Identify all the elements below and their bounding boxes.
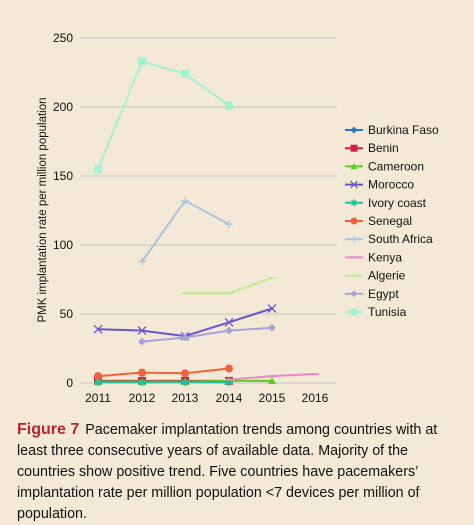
legend-label-algerie: Algerie	[368, 269, 406, 283]
legend-marker-cameroon	[350, 162, 358, 170]
legend-label-morocco: Morocco	[368, 178, 414, 192]
series-algerie	[181, 277, 276, 295]
legend-label-egypt: Egypt	[368, 287, 399, 301]
data-point-south-africa-2012	[138, 257, 146, 266]
series-line-egypt	[141, 326, 273, 343]
series-line-south-africa	[141, 199, 230, 263]
legend-label-benin: Benin	[368, 141, 399, 155]
y-tick-label-200: 200	[53, 100, 73, 114]
data-point-tunisia-2013	[181, 69, 189, 78]
legend-label-cameroon: Cameroon	[368, 159, 424, 173]
data-point-south-africa-2013	[181, 196, 189, 205]
series-ivory-coast	[94, 378, 233, 387]
x-tick-label-2016: 2016	[302, 391, 329, 405]
legend-marker-tunisia	[350, 308, 358, 316]
y-tick-label-0: 0	[66, 376, 73, 390]
x-tick-label-2012: 2012	[129, 391, 156, 405]
series-kenya	[225, 373, 319, 381]
grid-layer: 0 50 100 150 200 250 2011 2012 2013 2014 2015 2016	[53, 31, 337, 405]
y-tick-label-50: 50	[60, 307, 74, 321]
data-point-ivory-coast-2011	[94, 378, 102, 387]
legend-label-burkina-faso: Burkina Faso	[368, 123, 439, 137]
figure-label: Figure 7	[17, 421, 80, 438]
legend-item-south-africa: South Africa	[345, 232, 433, 246]
legend-label-tunisia: Tunisia	[368, 305, 407, 319]
y-tick-label-150: 150	[53, 169, 73, 183]
y-tick-label-100: 100	[53, 238, 73, 252]
series-line-morocco	[97, 307, 273, 338]
legend-item-senegal: Senegal	[345, 214, 412, 228]
data-point-ivory-coast-2013	[181, 378, 189, 387]
caption-text: Pacemaker implantation trends among coun…	[17, 422, 438, 522]
series-line-senegal	[97, 367, 230, 378]
legend-item-ivory-coast: Ivory coast	[345, 196, 427, 210]
series-south-africa	[138, 196, 233, 266]
legend-marker-ivory-coast	[350, 199, 358, 207]
data-point-ivory-coast-2012	[138, 378, 146, 387]
data-point-tunisia-2012	[138, 57, 146, 66]
legend-item-algerie: Algerie	[345, 269, 406, 283]
data-point-morocco-2012	[137, 326, 147, 336]
y-axis-title: PMK implantation rate per million popula…	[37, 97, 49, 322]
x-tick-label-2015: 2015	[259, 391, 286, 405]
legend-label-kenya: Kenya	[368, 250, 402, 264]
data-point-morocco-2014	[224, 317, 234, 327]
legend-marker-south-africa	[350, 235, 358, 243]
data-point-egypt-2015	[268, 323, 276, 332]
data-point-south-africa-2014	[225, 220, 233, 229]
y-tick-label-250: 250	[53, 31, 73, 45]
legend: Burkina Faso Benin Cameroon Morocco Ivory co…	[345, 123, 439, 319]
series-tunisia	[94, 57, 233, 174]
series-line-tunisia	[97, 60, 230, 170]
x-tick-label-2014: 2014	[216, 391, 243, 405]
legend-marker-burkina-faso	[350, 126, 358, 134]
data-point-egypt-2013	[181, 333, 189, 342]
legend-label-senegal: Senegal	[368, 214, 412, 228]
series-line-algerie	[185, 277, 273, 295]
legend-marker-benin	[350, 144, 358, 152]
figure-caption: Figure 7 Pacemaker implantation trends am…	[17, 419, 465, 525]
data-point-senegal-2014	[225, 364, 233, 373]
legend-item-morocco: Morocco	[345, 178, 414, 192]
data-point-cameroon-2015	[268, 376, 276, 385]
data-point-senegal-2011	[94, 372, 102, 381]
legend-item-kenya: Kenya	[345, 250, 402, 264]
data-point-senegal-2012	[138, 368, 146, 377]
data-point-egypt-2014	[225, 326, 233, 335]
x-tick-label-2011: 2011	[85, 391, 111, 405]
x-tick-label-2013: 2013	[172, 391, 199, 405]
legend-marker-egypt	[350, 290, 358, 298]
data-point-egypt-2012	[138, 337, 146, 346]
series-senegal	[94, 364, 233, 381]
series-layer	[93, 57, 319, 387]
legend-marker-morocco	[350, 180, 358, 189]
data-point-tunisia-2011	[94, 165, 102, 174]
legend-item-burkina-faso: Burkina Faso	[345, 123, 439, 137]
legend-marker-senegal	[350, 217, 358, 225]
data-point-tunisia-2014	[225, 101, 233, 110]
data-point-senegal-2013	[181, 369, 189, 378]
series-egypt	[138, 323, 276, 346]
legend-label-south-africa: South Africa	[368, 232, 433, 246]
data-point-ivory-coast-2014	[225, 378, 233, 387]
legend-item-egypt: Egypt	[345, 287, 399, 301]
legend-item-tunisia: Tunisia	[345, 305, 407, 319]
legend-label-ivory-coast: Ivory coast	[368, 196, 427, 210]
legend-item-cameroon: Cameroon	[345, 159, 424, 173]
data-point-morocco-2011	[93, 324, 103, 334]
legend-item-benin: Benin	[345, 141, 399, 155]
data-point-morocco-2015	[267, 304, 277, 313]
